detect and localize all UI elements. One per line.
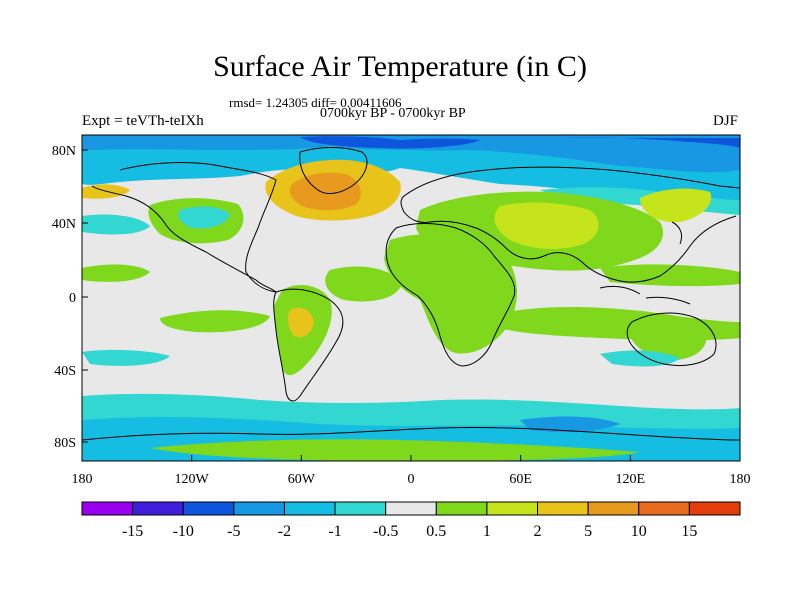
eurasia-yellow [494, 202, 599, 249]
north-pacific-cool [82, 214, 150, 235]
lon-tick-label: 0 [408, 472, 415, 487]
plot-title: Surface Air Temperature (in C) [213, 50, 587, 83]
lon-tick-label: 180 [72, 472, 93, 487]
colorbar-label: 1 [483, 523, 491, 540]
lon-tick-label: 180 [730, 472, 751, 487]
equatorial-pacific-green [600, 264, 740, 287]
colorbar-label: -10 [173, 523, 194, 540]
colorbar-swatch [385, 501, 437, 516]
maritime-continent-coast [599, 285, 691, 305]
arctic-blue-patch [82, 135, 740, 173]
temperature-field [82, 135, 740, 461]
colorbar-label: 10 [631, 523, 647, 540]
lat-tick-label: 80N [52, 144, 76, 159]
colorbar-swatch [182, 501, 235, 516]
lon-tick-label: 60E [509, 472, 532, 487]
colorbar-label: -15 [122, 523, 143, 540]
north-pacific-green [82, 264, 150, 282]
antarctica-green [150, 439, 640, 461]
period-subtitle: 0700kyr BP - 0700kyr BP [320, 106, 466, 121]
south-america-orange [287, 307, 314, 338]
antarctic-blue-patch [520, 416, 620, 432]
north-atlantic-warmer [289, 172, 361, 211]
colorbar-swatch [81, 501, 134, 516]
japan-coast [671, 221, 683, 245]
australia-green [630, 316, 707, 360]
season-label: DJF [713, 113, 739, 129]
axis-ticks: 180 120W 60W 0 60E 120E 180 80N 40N 0 40S 80S [52, 144, 751, 487]
colorbar-swatch [688, 501, 741, 516]
colorbar-label: -1 [328, 523, 341, 540]
lat-tick-label: 40N [52, 217, 76, 232]
colorbar-swatch [233, 501, 285, 516]
lon-tick-label: 120E [616, 472, 646, 487]
south-america-coast [273, 288, 344, 402]
stats-subtitle: rmsd= 1.24305 diff= 0.00411606 [229, 95, 402, 110]
lat-tick-label: 80S [54, 436, 76, 451]
colorbar-swatch [537, 501, 589, 516]
coastlines [81, 147, 741, 441]
lat-tick-label: 40S [54, 364, 76, 379]
colorbar-label: 5 [584, 523, 592, 540]
colorbar-label: -0.5 [373, 523, 398, 540]
colorbar-swatch [587, 501, 640, 516]
arctic-deep-blue-patch [300, 136, 480, 149]
colorbar-swatch [283, 501, 336, 516]
colorbar-swatch [334, 501, 387, 516]
experiment-label: Expt = teVTh-teIXh [82, 113, 204, 129]
colorbar-swatch [486, 501, 539, 516]
colorbar-swatch [132, 501, 184, 516]
colorbar: -15 -10 -5 -2 -1 -0.5 0.5 1 2 5 10 15 [81, 501, 741, 540]
lat-tick-label: 0 [69, 291, 76, 306]
australia-coast [626, 312, 717, 367]
arctic-deep-blue-patch [560, 137, 740, 148]
colorbar-label: 15 [681, 523, 697, 540]
north-america-cool [178, 206, 230, 229]
colorbar-label: -2 [278, 523, 291, 540]
colorbar-label: 0.5 [426, 523, 446, 540]
south-cool-patch [82, 349, 170, 366]
colorbar-swatch [638, 501, 690, 516]
africa-green [384, 233, 518, 354]
colorbar-label: 2 [534, 523, 542, 540]
south-pacific-green [160, 310, 270, 333]
eurasia-coast [400, 166, 741, 283]
africa-coast [385, 223, 516, 367]
colorbar-label: -5 [227, 523, 240, 540]
lon-tick-label: 120W [175, 472, 210, 487]
lon-tick-label: 60W [288, 472, 316, 487]
northeast-asia-warm [640, 188, 712, 223]
colorbar-swatch [435, 501, 488, 516]
antarctica-coast [81, 426, 741, 441]
north-america-coast [91, 162, 278, 293]
tropical-atlantic-green [325, 266, 402, 302]
greenland-coast [299, 147, 368, 194]
